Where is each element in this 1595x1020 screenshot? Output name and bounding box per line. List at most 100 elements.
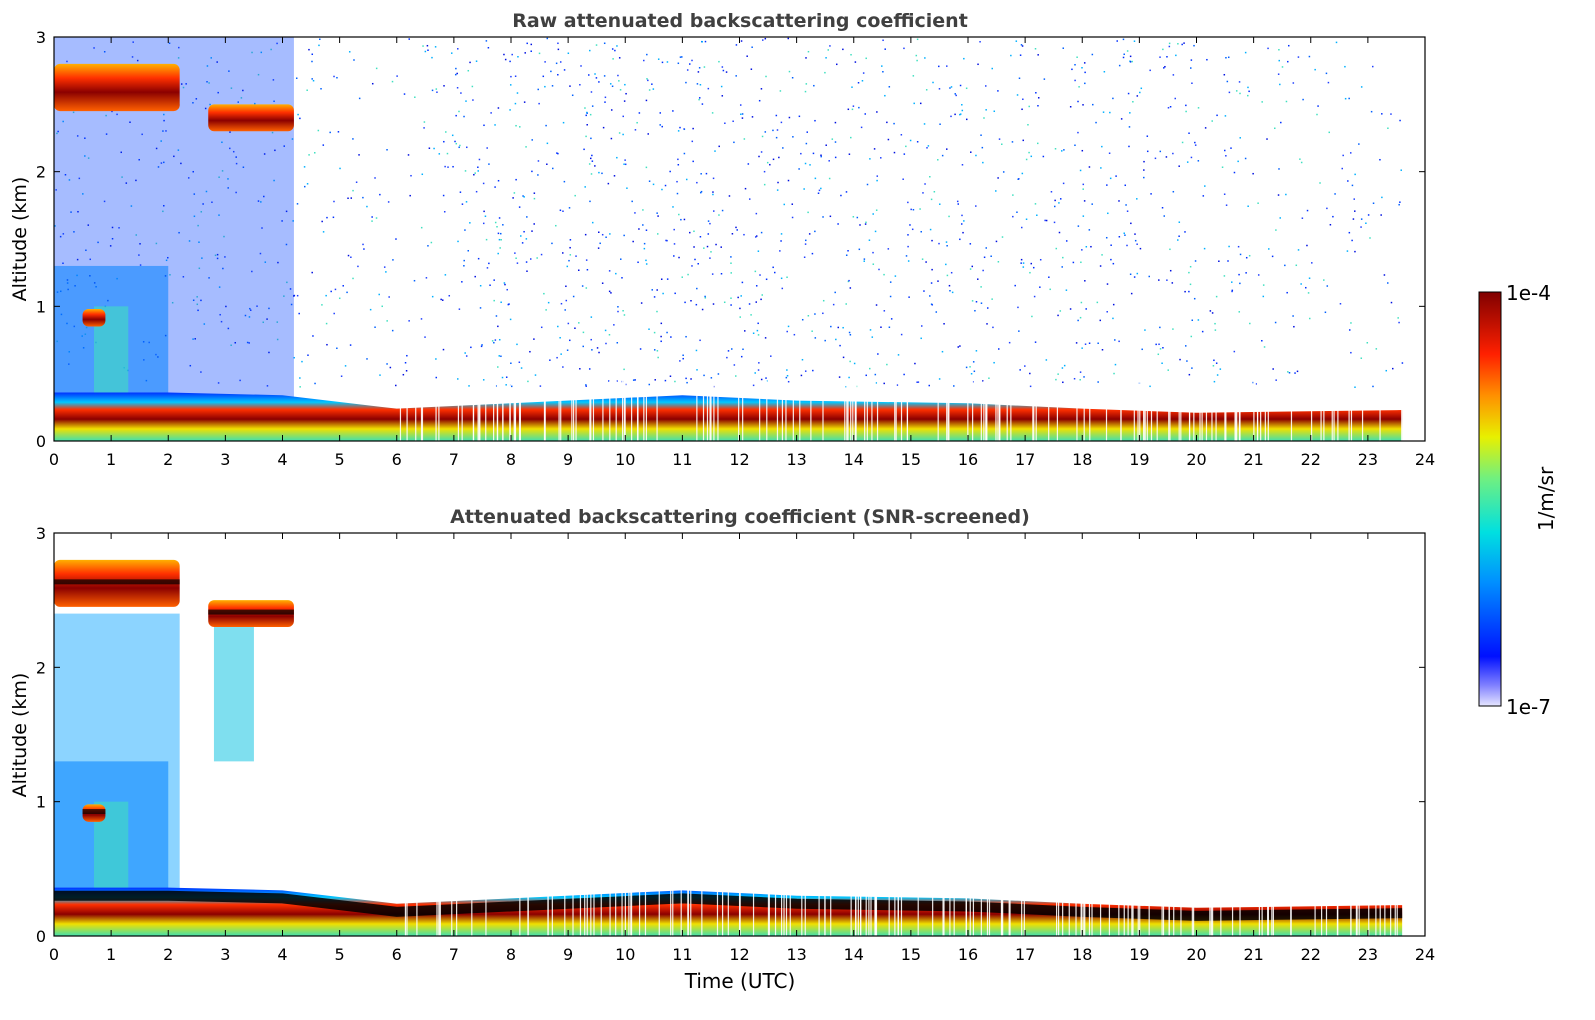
data-gap <box>868 875 870 936</box>
data-gap <box>420 380 423 441</box>
noise-speck <box>941 154 944 157</box>
noise-speck <box>430 241 433 244</box>
x-tick-label: 16 <box>958 450 978 469</box>
noise-speck <box>141 133 143 136</box>
noise-speck <box>1081 149 1084 152</box>
noise-speck <box>615 272 617 275</box>
noise-speck <box>461 281 463 283</box>
noise-speck <box>588 163 591 165</box>
data-gap <box>1162 875 1165 936</box>
noise-speck <box>923 290 925 292</box>
noise-speck <box>505 384 507 386</box>
noise-speck <box>218 214 220 216</box>
noise-speck <box>1162 48 1164 51</box>
noise-speck <box>863 260 865 262</box>
noise-speck <box>374 177 376 179</box>
data-gap <box>847 380 849 441</box>
data-gap <box>1314 875 1316 936</box>
noise-speck <box>537 160 540 162</box>
noise-speck <box>730 304 732 306</box>
noise-speck <box>803 188 805 190</box>
noise-speck <box>210 57 212 59</box>
noise-speck <box>634 212 636 214</box>
noise-speck <box>590 316 593 318</box>
noise-speck <box>946 65 948 67</box>
data-gap <box>776 380 779 441</box>
noise-speck <box>178 46 180 49</box>
noise-speck <box>876 179 878 182</box>
noise-speck <box>983 256 986 259</box>
noise-speck <box>712 303 715 305</box>
noise-speck <box>311 78 313 80</box>
noise-speck <box>882 71 884 73</box>
noise-speck <box>961 164 964 166</box>
noise-speck <box>515 178 517 181</box>
noise-speck <box>765 377 767 379</box>
noise-speck <box>653 349 656 351</box>
noise-speck <box>192 338 194 340</box>
noise-speck <box>1080 301 1083 304</box>
noise-speck <box>1271 255 1274 258</box>
noise-speck <box>458 110 460 113</box>
noise-speck <box>1010 54 1012 57</box>
noise-speck <box>347 254 350 257</box>
noise-speck <box>1360 86 1363 88</box>
cloud-core <box>54 579 180 585</box>
noise-speck <box>847 108 850 111</box>
noise-speck <box>204 107 207 110</box>
data-gap <box>752 875 755 936</box>
noise-speck <box>407 154 410 156</box>
noise-speck <box>692 127 694 130</box>
noise-speck <box>1204 185 1206 187</box>
noise-speck <box>167 256 169 259</box>
noise-speck <box>242 89 244 92</box>
noise-speck <box>515 257 517 259</box>
noise-speck <box>579 368 581 370</box>
noise-speck <box>516 343 518 346</box>
noise-speck <box>980 134 982 136</box>
noise-speck <box>220 320 223 323</box>
noise-speck <box>813 84 815 87</box>
data-gap <box>871 380 873 441</box>
noise-speck <box>268 351 270 354</box>
noise-speck <box>623 368 625 371</box>
noise-speck <box>1084 280 1086 282</box>
noise-speck <box>1022 139 1025 142</box>
noise-speck <box>1062 381 1064 384</box>
colorbar-min-label: 1e-7 <box>1506 695 1551 719</box>
noise-speck <box>433 147 435 150</box>
noise-speck <box>138 158 140 161</box>
noise-speck <box>1400 169 1402 171</box>
noise-speck <box>463 259 465 262</box>
noise-speck <box>740 295 742 297</box>
noise-speck <box>501 376 504 379</box>
data-gap <box>947 380 949 441</box>
data-gap <box>1188 380 1191 441</box>
noise-speck <box>196 303 199 306</box>
noise-speck <box>824 339 826 342</box>
noise-speck <box>965 87 968 90</box>
noise-speck <box>971 265 974 268</box>
noise-speck <box>598 231 600 234</box>
noise-speck <box>677 130 680 132</box>
noise-speck <box>557 152 559 155</box>
noise-speck <box>459 144 461 147</box>
noise-speck <box>405 370 408 372</box>
noise-speck <box>1287 371 1289 373</box>
data-gap <box>1108 875 1111 936</box>
noise-speck <box>534 374 537 376</box>
noise-speck <box>185 83 187 85</box>
noise-speck <box>303 185 306 188</box>
noise-speck <box>623 100 626 102</box>
noise-speck <box>295 77 298 79</box>
noise-speck <box>350 256 352 259</box>
data-gap <box>1337 875 1339 936</box>
noise-speck <box>731 348 733 350</box>
noise-speck <box>757 322 759 325</box>
noise-speck <box>1314 68 1316 71</box>
noise-speck <box>1349 152 1352 154</box>
noise-speck <box>666 61 669 63</box>
noise-speck <box>1351 184 1354 187</box>
noise-speck <box>748 303 751 305</box>
noise-speck <box>585 384 587 386</box>
